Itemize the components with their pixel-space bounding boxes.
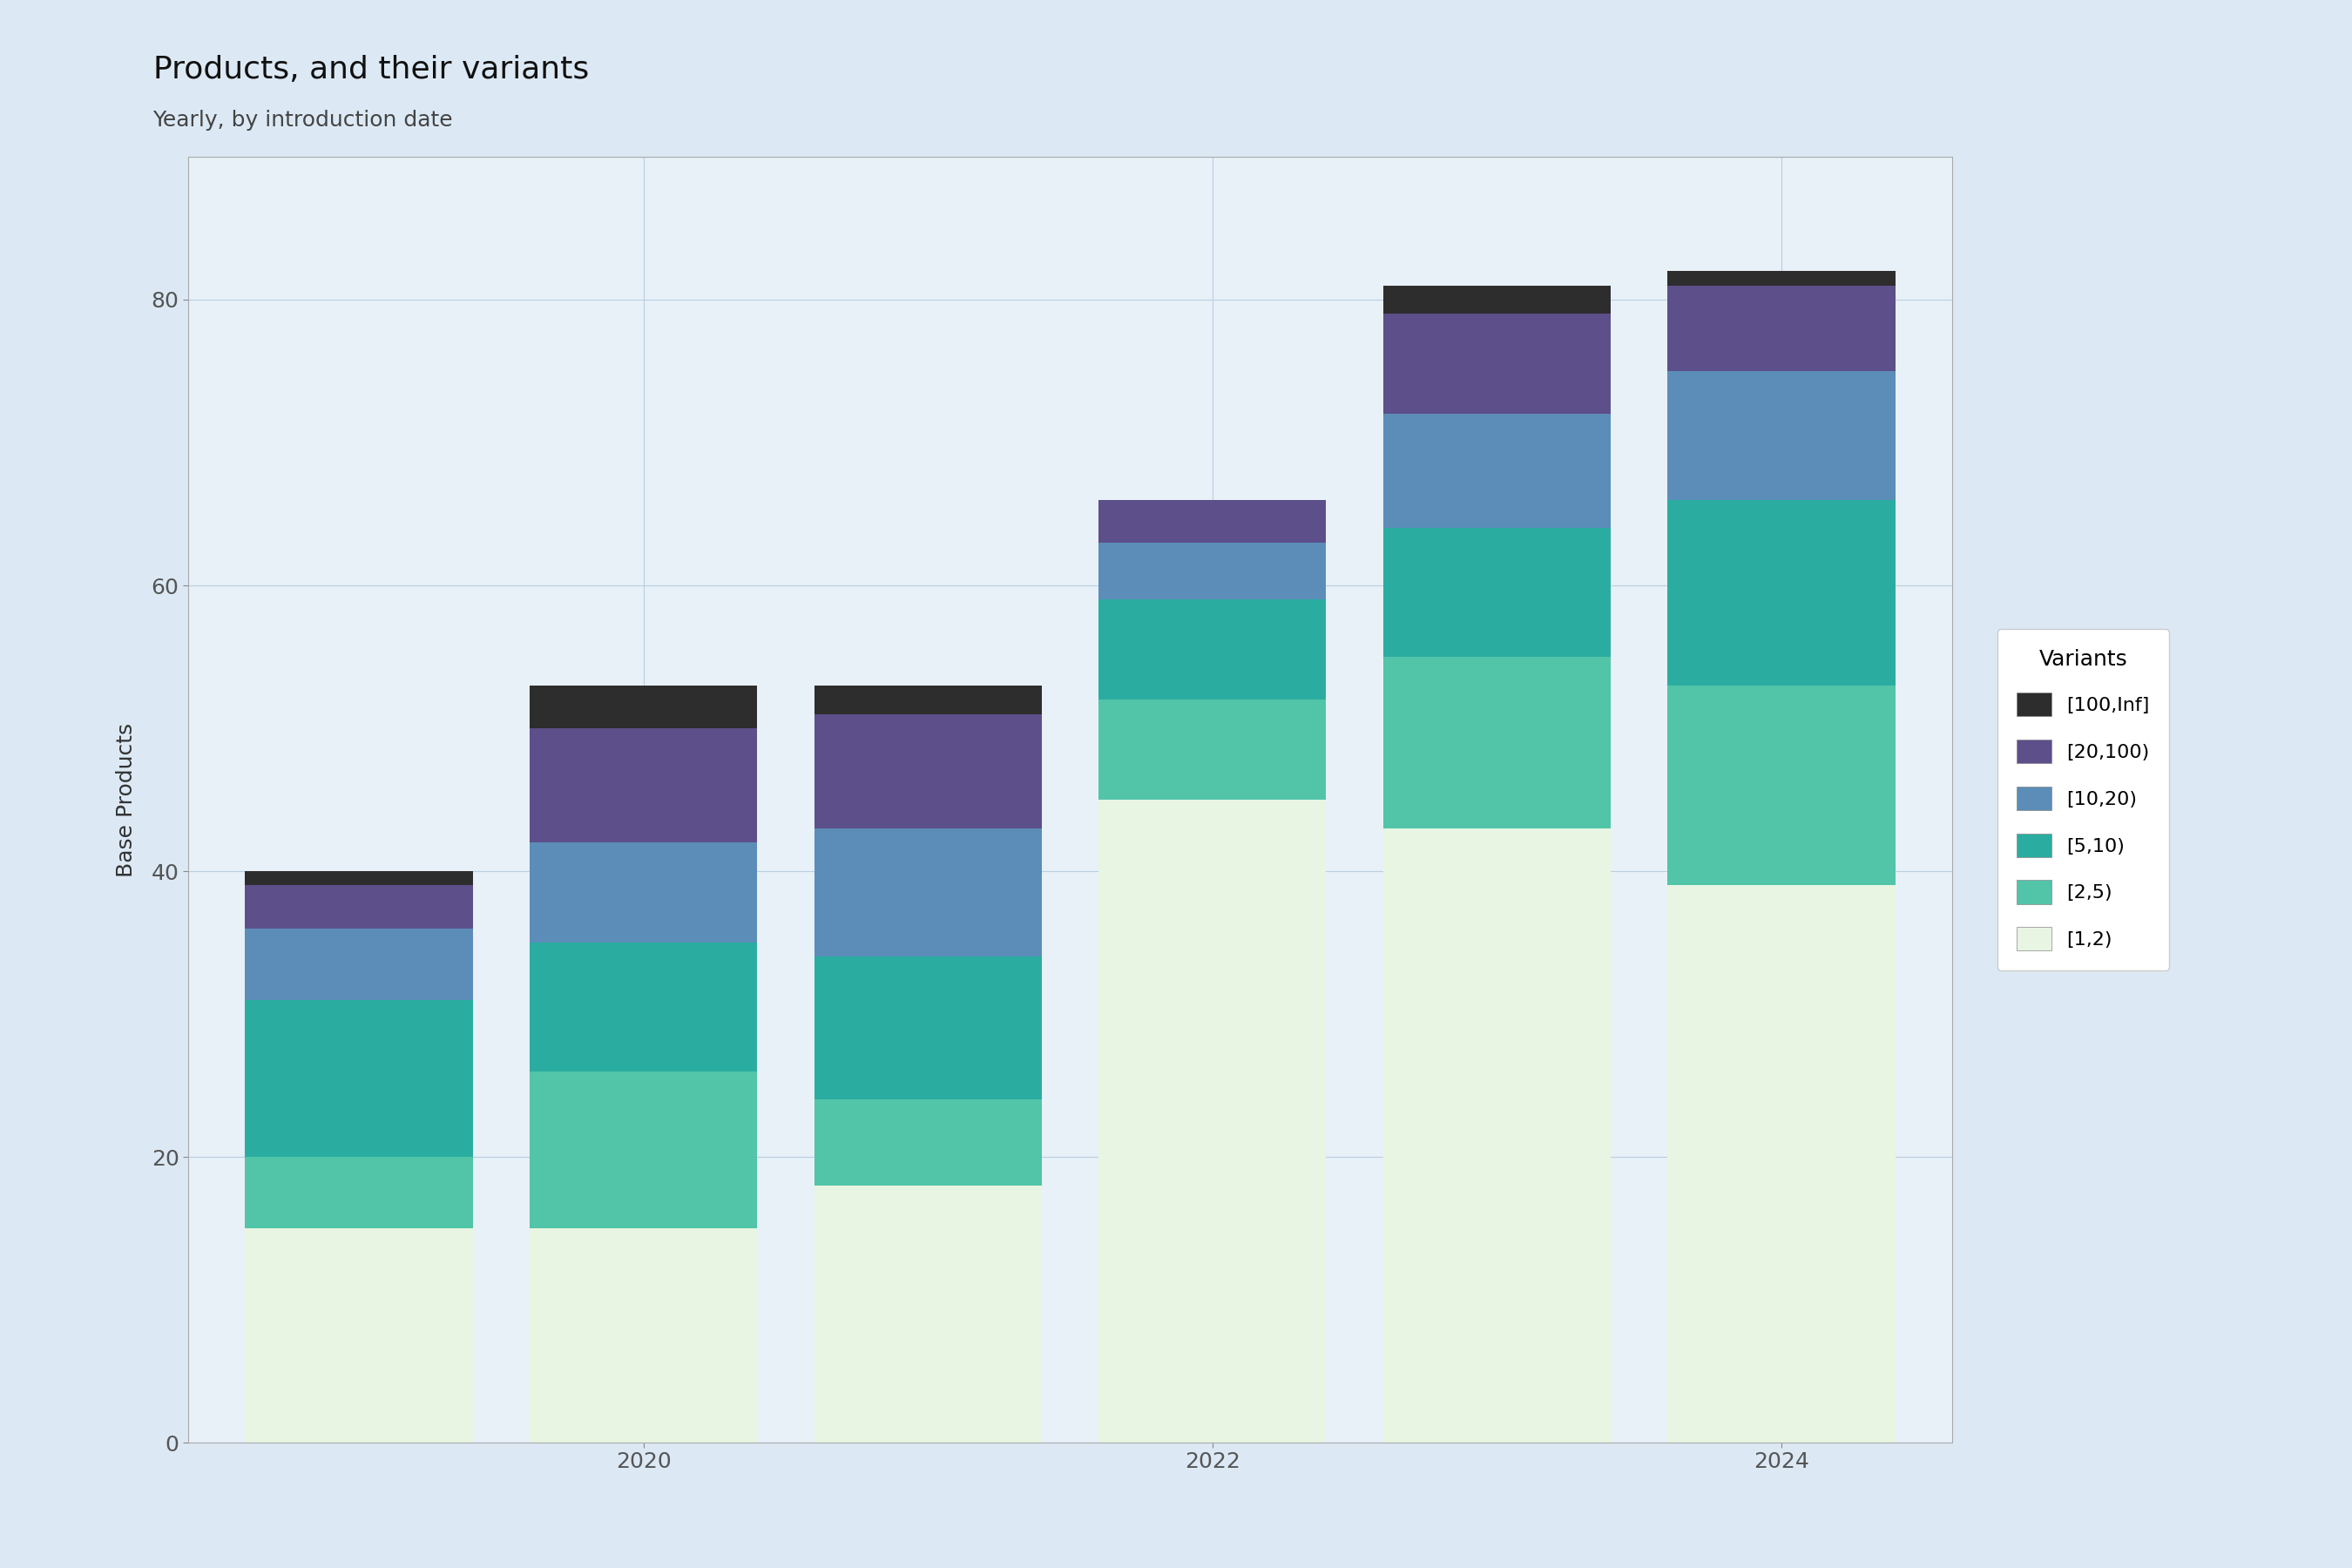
Bar — [814, 956, 1042, 1099]
Bar — [1383, 828, 1611, 1443]
Bar — [1383, 314, 1611, 414]
Bar — [245, 886, 473, 928]
Bar — [1098, 543, 1327, 599]
Bar — [1383, 657, 1611, 828]
Bar — [814, 685, 1042, 713]
Text: Products, and their variants: Products, and their variants — [153, 55, 588, 85]
Bar — [529, 685, 757, 728]
Bar — [1098, 500, 1327, 543]
Bar — [1668, 285, 1896, 372]
Bar — [245, 1157, 473, 1228]
Legend: [100,Inf], [20,100), [10,20), [5,10), [2,5), [1,2): [100,Inf], [20,100), [10,20), [5,10), [2… — [1997, 629, 2169, 971]
Bar — [1383, 285, 1611, 314]
Bar — [814, 713, 1042, 828]
Text: Yearly, by introduction date: Yearly, by introduction date — [153, 110, 454, 130]
Bar — [1668, 685, 1896, 886]
Bar — [1668, 372, 1896, 500]
Bar — [529, 942, 757, 1071]
Bar — [245, 928, 473, 1000]
Bar — [245, 872, 473, 886]
Bar — [1383, 414, 1611, 528]
Bar — [1383, 528, 1611, 657]
Bar — [814, 1099, 1042, 1185]
Bar — [1098, 699, 1327, 800]
Bar — [529, 728, 757, 842]
Bar — [1668, 886, 1896, 1443]
Bar — [529, 1228, 757, 1443]
Bar — [529, 1071, 757, 1228]
Bar — [529, 842, 757, 942]
Bar — [245, 1000, 473, 1157]
Y-axis label: Base Products: Base Products — [115, 723, 136, 877]
Bar — [1098, 800, 1327, 1443]
Bar — [245, 1228, 473, 1443]
Bar — [1668, 271, 1896, 285]
Bar — [1098, 599, 1327, 699]
Bar — [1668, 500, 1896, 685]
Bar — [814, 1185, 1042, 1443]
Bar — [814, 828, 1042, 956]
